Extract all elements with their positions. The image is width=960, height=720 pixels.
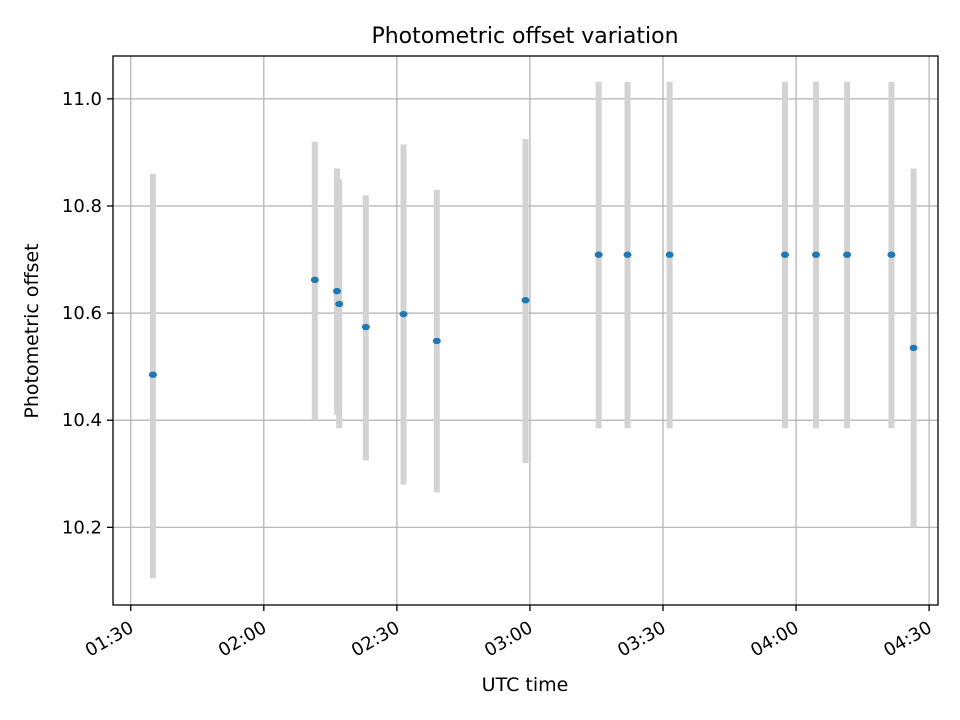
data-point: [399, 310, 408, 318]
data-point: [432, 337, 441, 345]
data-point: [843, 251, 852, 258]
y-tick-label: 10.8: [62, 196, 102, 217]
data-point: [335, 300, 344, 308]
x-axis-label: UTC time: [482, 674, 569, 696]
data-point: [909, 344, 918, 352]
data-point: [148, 371, 157, 378]
data-point: [310, 276, 319, 284]
data-point: [521, 297, 530, 304]
plot-frame: [112, 55, 939, 606]
data-point: [332, 287, 341, 295]
data-point: [594, 251, 603, 258]
y-axis-label: Photometric offset: [21, 243, 43, 418]
y-tick-label: 10.6: [62, 303, 102, 324]
data-point-layer: [148, 251, 918, 378]
data-point: [887, 251, 896, 258]
chart-title: Photometric offset variation: [371, 24, 678, 49]
data-point: [812, 251, 821, 258]
data-point: [361, 323, 370, 331]
data-point: [623, 251, 632, 258]
data-point: [665, 251, 674, 258]
y-tick-label: 10.4: [62, 410, 102, 431]
y-tick-label: 10.2: [62, 517, 102, 538]
y-tick-label: 11.0: [62, 89, 102, 110]
data-point: [780, 251, 789, 258]
